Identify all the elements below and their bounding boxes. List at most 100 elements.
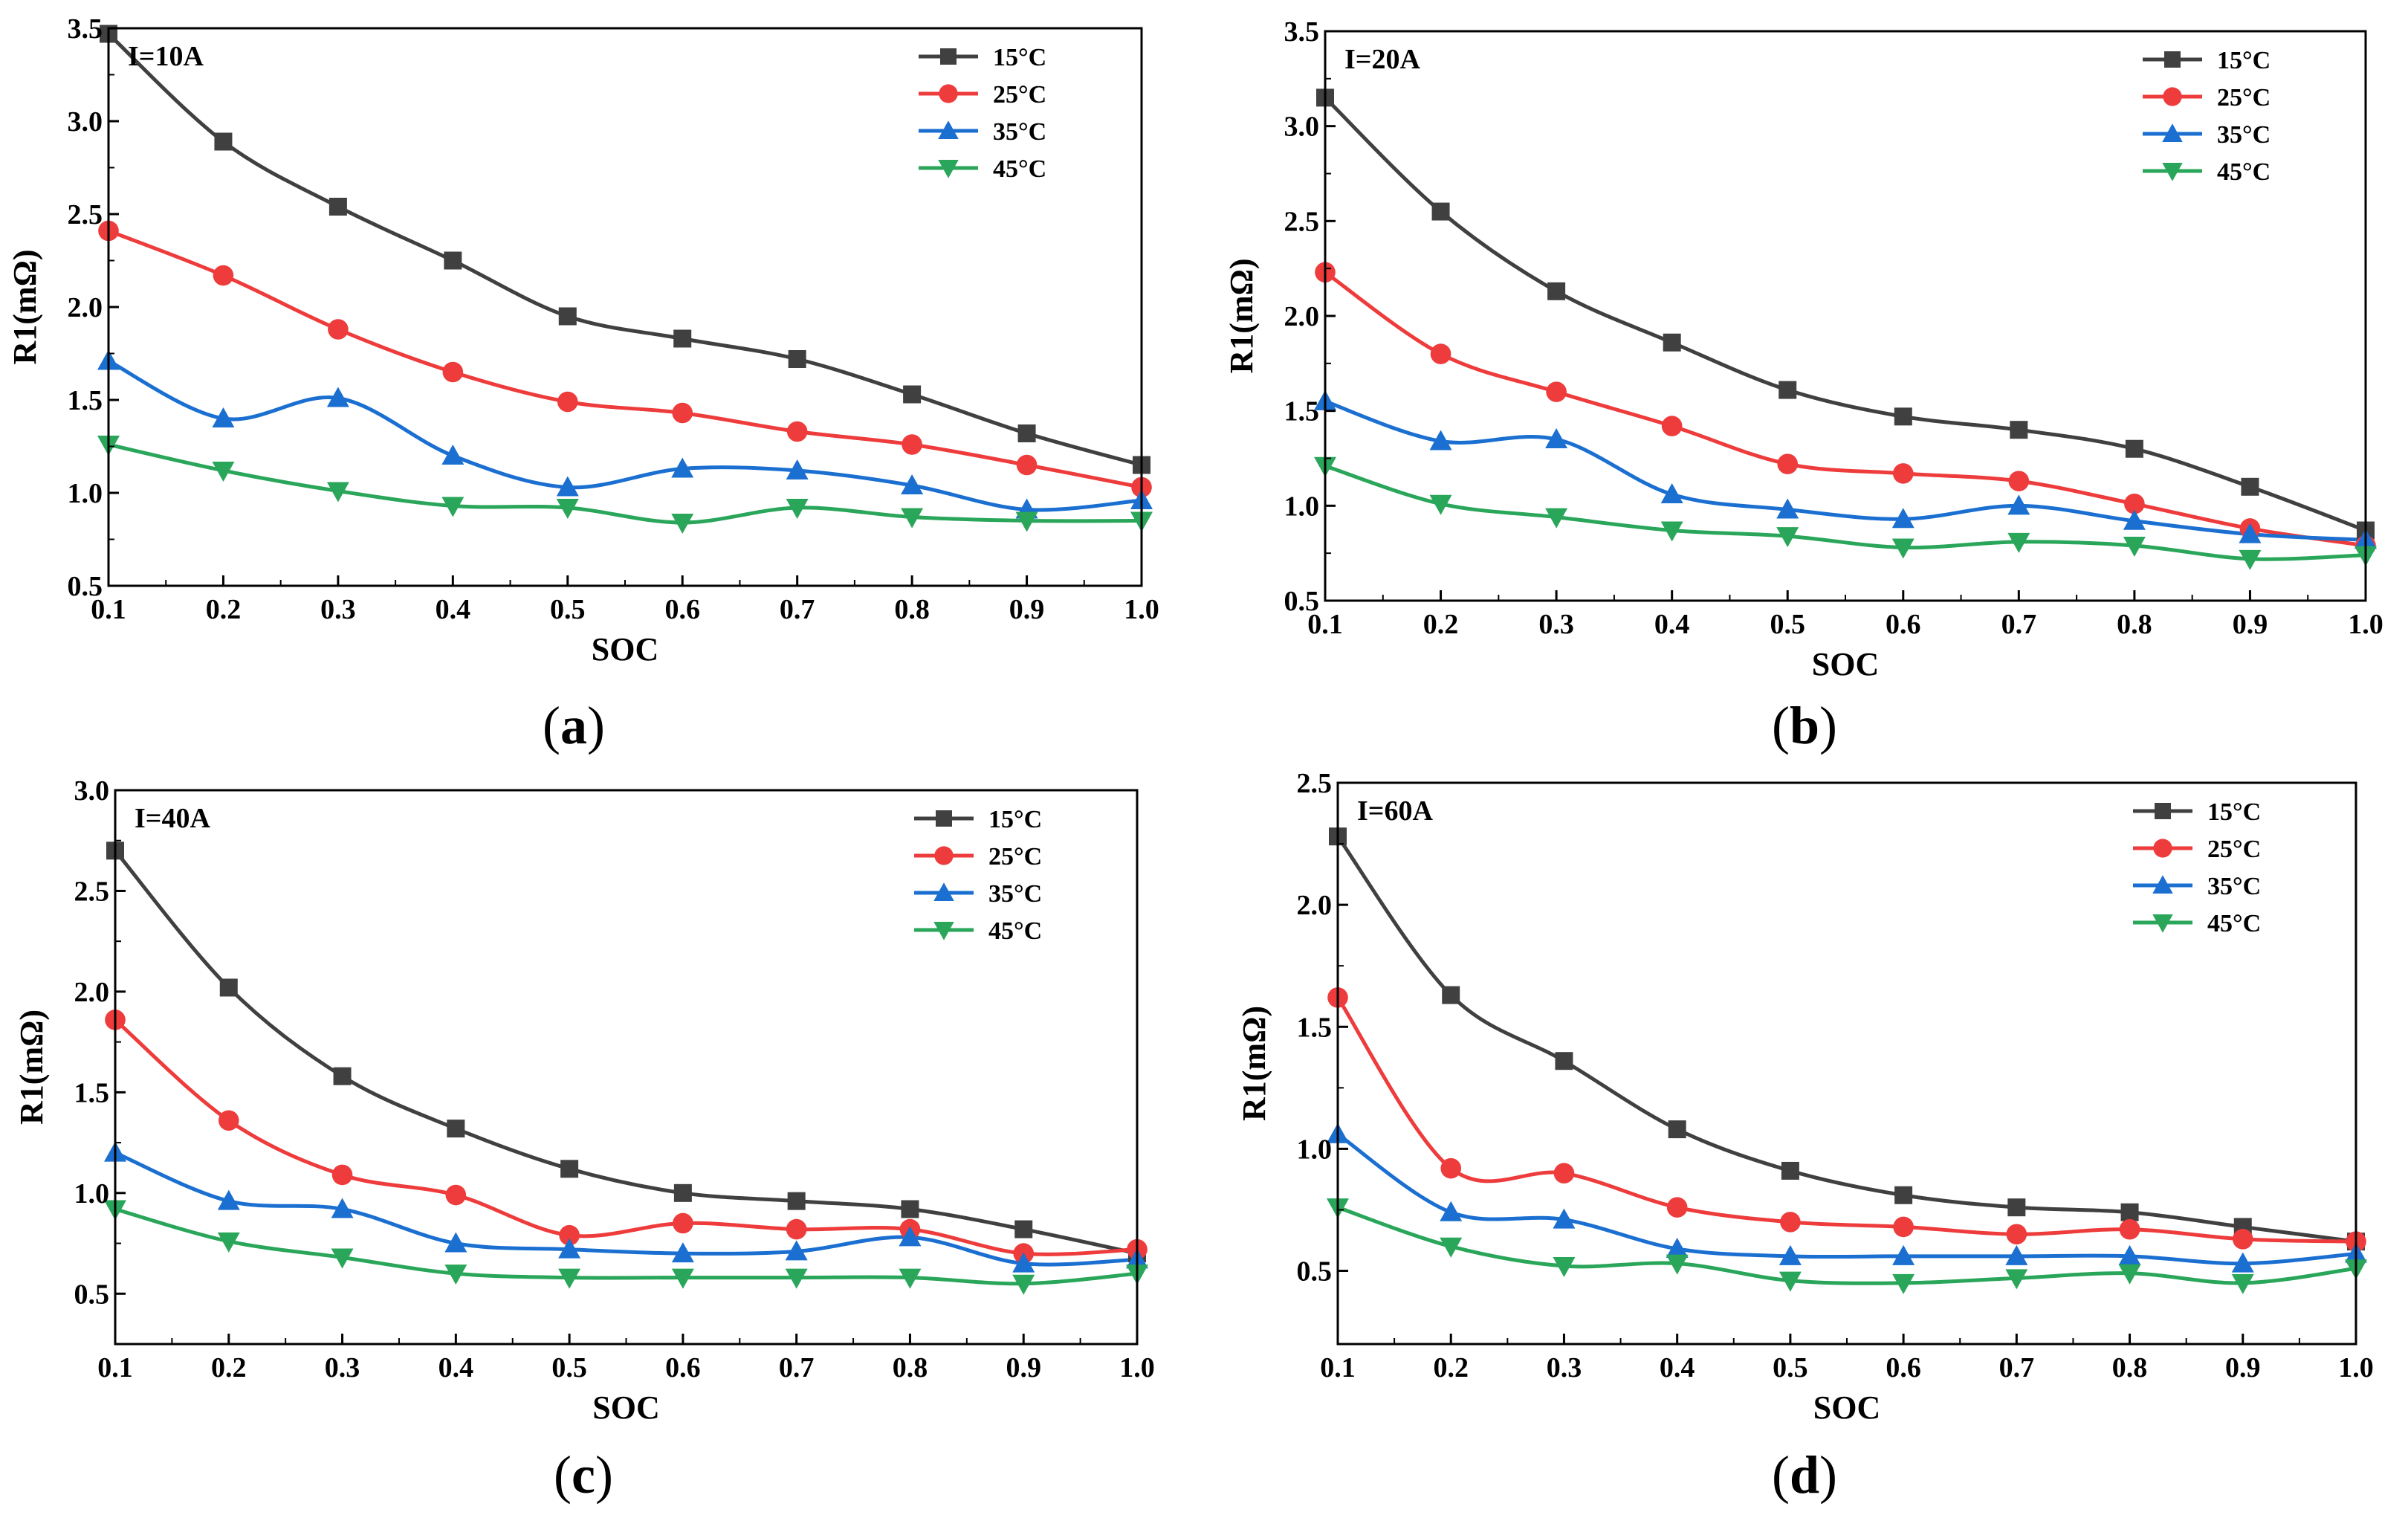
x-tick-label-d-8: 0.8 (2112, 1352, 2148, 1383)
y-tick-label-b-7: 3.5 (1284, 16, 1320, 48)
series-line-b-1 (1325, 96, 2366, 532)
data-point-a-3-6 (671, 457, 694, 478)
data-point-c-1-9 (1014, 1220, 1033, 1238)
data-point-c-1-6 (673, 1183, 692, 1202)
data-point-c-2-2 (218, 1110, 239, 1131)
x-tick-label-a-7: 0.7 (780, 594, 815, 625)
data-point-c-4-2 (217, 1232, 240, 1253)
x-tick-label-b-5: 0.5 (1770, 609, 1805, 640)
data-point-a-4-6 (671, 514, 694, 534)
y-tick-label-a-6: 3.0 (68, 106, 103, 138)
panel-caption-letter: d (1790, 1445, 1819, 1505)
data-point-c-1-8 (901, 1200, 919, 1218)
data-point-b-4-2 (1429, 494, 1452, 515)
data-point-b-2-6 (1892, 463, 1914, 484)
series-line-a-4 (109, 442, 1142, 525)
data-point-c-3-4 (444, 1232, 467, 1253)
data-point-b-3-4 (1660, 483, 1683, 504)
data-point-a-3-8 (901, 474, 924, 494)
data-point-d-2-8 (2119, 1218, 2140, 1240)
y-tick-label-c-4: 2.0 (74, 977, 110, 1008)
y-tick-label-b-5: 2.5 (1284, 206, 1320, 237)
data-point-c-2-7 (786, 1218, 807, 1240)
data-point-d-3-2 (1440, 1201, 1463, 1221)
data-point-a-4-9 (1015, 511, 1038, 532)
data-point-d-4-5 (1779, 1271, 1802, 1292)
legend-label-d-3: 35°C (2207, 873, 2261, 900)
data-point-a-2-7 (786, 421, 808, 442)
x-tick-label-c-9: 0.9 (1006, 1352, 1041, 1383)
legend-a: 15°C 25°C 35°C 45°C (919, 44, 1046, 183)
data-point-a-4-4 (441, 497, 465, 517)
data-point-b-1-6 (1894, 407, 1912, 426)
data-point-c-3-9 (1012, 1252, 1035, 1273)
chart-panel-a: 0.1 0.2 0.3 0.4 0.5 0.6 0.7 0.8 0.9 1.0 0.5 1.0 1.5 2… (7, 13, 1159, 755)
x-axis-title-d: SOC (1813, 1389, 1880, 1426)
x-tick-label-a-5: 0.5 (550, 594, 586, 625)
legend-label-d-1: 15°C (2207, 798, 2261, 826)
x-tick-label-a-10: 1.0 (1124, 594, 1159, 625)
x-tick-label-c-1: 0.1 (97, 1352, 133, 1383)
data-point-c-1-2 (219, 978, 238, 997)
data-point-d-4-3 (1553, 1256, 1576, 1277)
y-axis-title-b: R1(mΩ) (1223, 259, 1260, 374)
x-tick-label-b-6: 0.6 (1886, 609, 1921, 640)
data-point-b-4-9 (2239, 549, 2262, 570)
legend-label-c-3: 35°C (988, 880, 1042, 908)
legend-marker-c-1 (936, 810, 952, 827)
data-point-d-3-9 (2231, 1252, 2254, 1273)
data-point-d-2-4 (1666, 1197, 1688, 1218)
x-tick-label-d-7: 0.7 (1999, 1352, 2035, 1383)
data-point-b-3-8 (2123, 509, 2146, 530)
legend-marker-a-3 (938, 120, 959, 139)
data-point-c-4-8 (899, 1268, 922, 1289)
data-point-b-1-7 (2010, 421, 2028, 439)
data-point-c-2-4 (445, 1184, 467, 1206)
legend-marker-c-3 (933, 882, 954, 901)
series-line-c-1 (115, 849, 1137, 1256)
y-tick-label-b-6: 3.0 (1284, 112, 1320, 143)
y-axis-title-c: R1(mΩ) (13, 1010, 50, 1125)
x-tick-label-a-8: 0.8 (894, 594, 930, 625)
data-point-a-2-5 (557, 391, 578, 413)
x-tick-label-d-3: 0.3 (1547, 1352, 1582, 1383)
legend-marker-d-4 (2152, 914, 2173, 933)
x-tick-label-d-5: 0.5 (1773, 1352, 1808, 1383)
panel-caption-d: (d) (1772, 1445, 1837, 1505)
series-line-b-2 (1325, 271, 2366, 548)
data-point-b-3-7 (2007, 494, 2030, 515)
data-point-c-3-2 (217, 1189, 240, 1210)
data-point-b-4-3 (1545, 508, 1568, 529)
y-tick-label-d-5: 2.5 (1297, 768, 1333, 799)
panel-caption-open: ( (543, 696, 560, 755)
data-point-a-1-5 (558, 307, 577, 326)
data-point-b-3-6 (1891, 508, 1915, 529)
data-point-a-1-6 (673, 329, 692, 348)
data-point-b-4-5 (1776, 527, 1799, 548)
x-axis-title-c: SOC (592, 1389, 659, 1426)
legend-marker-b-2 (2163, 87, 2182, 106)
data-point-b-3-2 (1429, 430, 1452, 450)
data-point-d-1-5 (1781, 1161, 1799, 1180)
legend-label-d-4: 45°C (2207, 910, 2261, 937)
data-point-a-3-5 (556, 476, 579, 497)
data-point-b-1-5 (1779, 381, 1797, 399)
x-tick-label-c-8: 0.8 (893, 1352, 928, 1383)
legend-marker-b-4 (2162, 163, 2183, 181)
y-tick-label-d-2: 1.0 (1297, 1134, 1333, 1165)
legend-marker-a-4 (938, 160, 959, 178)
y-tick-label-c-1: 0.5 (74, 1279, 110, 1310)
data-point-d-4-6 (1892, 1273, 1915, 1294)
y-tick-label-b-2: 1.0 (1284, 491, 1320, 522)
data-point-c-4-4 (444, 1265, 467, 1285)
data-point-b-4-6 (1891, 538, 1915, 559)
data-point-b-4-7 (2007, 532, 2030, 553)
x-tick-label-b-1: 0.1 (1307, 609, 1343, 640)
x-axis-title-a: SOC (592, 631, 658, 668)
data-point-b-2-5 (1777, 453, 1799, 474)
x-tick-label-d-4: 0.4 (1660, 1352, 1695, 1383)
current-label-b: I=20A (1344, 44, 1420, 75)
data-point-d-1-7 (2007, 1198, 2026, 1217)
data-point-c-1-4 (447, 1120, 465, 1138)
